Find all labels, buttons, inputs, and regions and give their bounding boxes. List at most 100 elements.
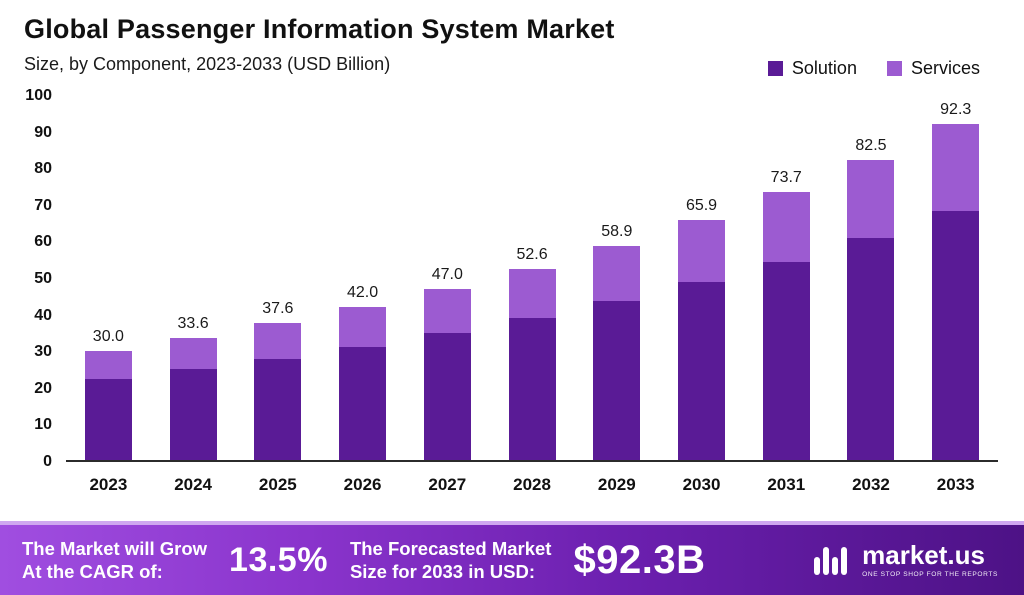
bar-segment-services: [423, 288, 471, 334]
legend-label: Solution: [791, 58, 857, 78]
legend-swatch-solution: [767, 61, 783, 76]
chart-header: Global Passenger Information System Mark…: [0, 0, 1024, 78]
bar-value-label: 33.6: [177, 314, 209, 332]
bar-segment-services: [762, 191, 810, 262]
x-axis-label: 2032: [852, 475, 890, 494]
bar-segment-services: [593, 245, 641, 302]
y-axis-tick: 30: [34, 343, 52, 361]
x-axis-label: 2026: [343, 475, 382, 494]
y-axis-tick: 90: [34, 123, 52, 141]
legend-item-solution: Solution: [767, 58, 857, 79]
bar-column-2026: 42.0: [320, 96, 405, 460]
x-axis: 2023 2024 2025 2026 2027 2028 2029 2030 2031 2032…: [66, 462, 998, 508]
plot-area: 30.0 33.6 37.6 42.0 47.0 52.6 58.9 65.9 73.7 82.5…: [66, 96, 998, 462]
bar-stack: [508, 268, 556, 460]
x-axis-label: 2025: [258, 475, 297, 494]
bar-value-label: 73.7: [770, 168, 802, 186]
y-axis-tick: 0: [43, 453, 52, 470]
bar-column-2025: 37.6: [235, 96, 320, 460]
bar-stack: [339, 307, 387, 460]
x-axis-label: 2027: [428, 475, 467, 494]
marketus-logo: market.us One Stop Shop For The Reports: [813, 542, 998, 578]
bar-stack: [932, 124, 980, 460]
legend-item-services: Services: [886, 58, 980, 79]
chart-subtitle: Size, by Component, 2023-2033 (USD Billi…: [24, 54, 391, 74]
x-axis-label: 2031: [767, 475, 806, 494]
forecast-value: $92.3B: [573, 537, 706, 582]
bar-segment-solution: [762, 261, 810, 460]
x-axis-label: 2024: [174, 475, 213, 494]
y-axis-tick: 80: [34, 160, 52, 178]
bar-segment-services: [932, 124, 980, 212]
marketus-logo-tagline: One Stop Shop For The Reports: [862, 571, 998, 578]
marketus-logo-textwrap: market.us One Stop Shop For The Reports: [862, 542, 998, 578]
bar-column-2027: 47.0: [405, 96, 490, 460]
bar-column-2029: 58.9: [574, 96, 659, 460]
bar-segment-services: [847, 159, 895, 238]
bar-stack: [678, 220, 725, 460]
bar-value-label: 65.9: [685, 197, 718, 215]
x-axis-label: 2029: [597, 475, 636, 494]
bar-segment-solution: [508, 318, 556, 460]
bar-segment-solution: [932, 211, 980, 460]
bar-value-label: 42.0: [347, 284, 379, 302]
page-title: Global Passenger Information System Mark…: [24, 14, 615, 44]
bar-value-label: 82.5: [855, 136, 887, 154]
bar-segment-solution: [593, 301, 641, 460]
y-axis-tick: 40: [34, 306, 52, 324]
bar-segment-solution: [678, 282, 725, 460]
forecast-label: The Forecasted Market Size for 2033 in U…: [349, 537, 552, 582]
y-axis-tick: 100: [25, 87, 52, 104]
bar-value-label: 52.6: [516, 245, 548, 263]
bar-segment-solution: [847, 237, 895, 460]
bar-stack: [762, 191, 810, 460]
marketus-logo-icon: [813, 545, 853, 575]
bar-segment-solution: [84, 379, 132, 460]
bar-value-label: 47.0: [431, 265, 463, 283]
bar-column-2033: 92.3: [913, 96, 998, 460]
bar-stack: [593, 245, 641, 460]
bar-segment-services: [339, 307, 387, 347]
x-axis-label: 2023: [89, 475, 128, 494]
chart-legend: Solution Services: [767, 58, 980, 79]
bar-value-label: 37.6: [262, 300, 294, 318]
bar-value-label: 58.9: [601, 222, 633, 240]
stacked-bar-chart: 0 10 20 30 40 50 60 70 80 90 100 30.0 33.6 37.6 42.0 4…: [14, 88, 998, 508]
bar-column-2024: 33.6: [151, 96, 236, 460]
bar-stack: [84, 350, 132, 460]
bar-segment-services: [508, 268, 556, 319]
y-axis-tick: 10: [34, 416, 52, 434]
cagr-value: 13.5%: [229, 540, 328, 579]
y-axis-tick: 60: [34, 233, 52, 251]
bar-column-2032: 82.5: [829, 96, 914, 460]
y-axis-tick: 70: [34, 196, 52, 214]
x-axis-label: 2030: [682, 475, 721, 494]
y-axis: 0 10 20 30 40 50 60 70 80 90 100: [14, 88, 56, 470]
y-axis-tick: 20: [34, 379, 52, 397]
bar-segment-solution: [254, 358, 302, 460]
bar-stack: [254, 323, 302, 460]
bar-segment-services: [84, 350, 132, 380]
x-axis-label: 2028: [513, 475, 551, 494]
bar-column-2031: 73.7: [744, 96, 829, 460]
bar-stack: [423, 288, 471, 460]
bar-stack: [847, 159, 895, 460]
legend-swatch-services: [886, 61, 902, 76]
legend-label: Services: [910, 58, 980, 78]
bar-segment-services: [678, 220, 725, 283]
bar-value-label: 30.0: [92, 327, 124, 345]
bar-segment-services: [254, 323, 302, 359]
bar-column-2028: 52.6: [490, 96, 575, 460]
footer-banner: The Market will Grow At the CAGR of: 13.…: [0, 521, 1024, 595]
cagr-label: The Market will Grow At the CAGR of:: [22, 537, 208, 582]
bar-segment-solution: [339, 346, 387, 460]
bar-column-2030: 65.9: [659, 96, 744, 460]
bar-value-label: 92.3: [940, 101, 972, 119]
y-axis-tick: 50: [34, 270, 52, 287]
bar-segment-solution: [169, 369, 217, 460]
bar-segment-solution: [423, 333, 471, 460]
bar-stack: [169, 337, 217, 460]
bar-segment-services: [169, 337, 217, 370]
bar-column-2023: 30.0: [66, 96, 151, 460]
x-axis-label: 2033: [936, 475, 975, 494]
